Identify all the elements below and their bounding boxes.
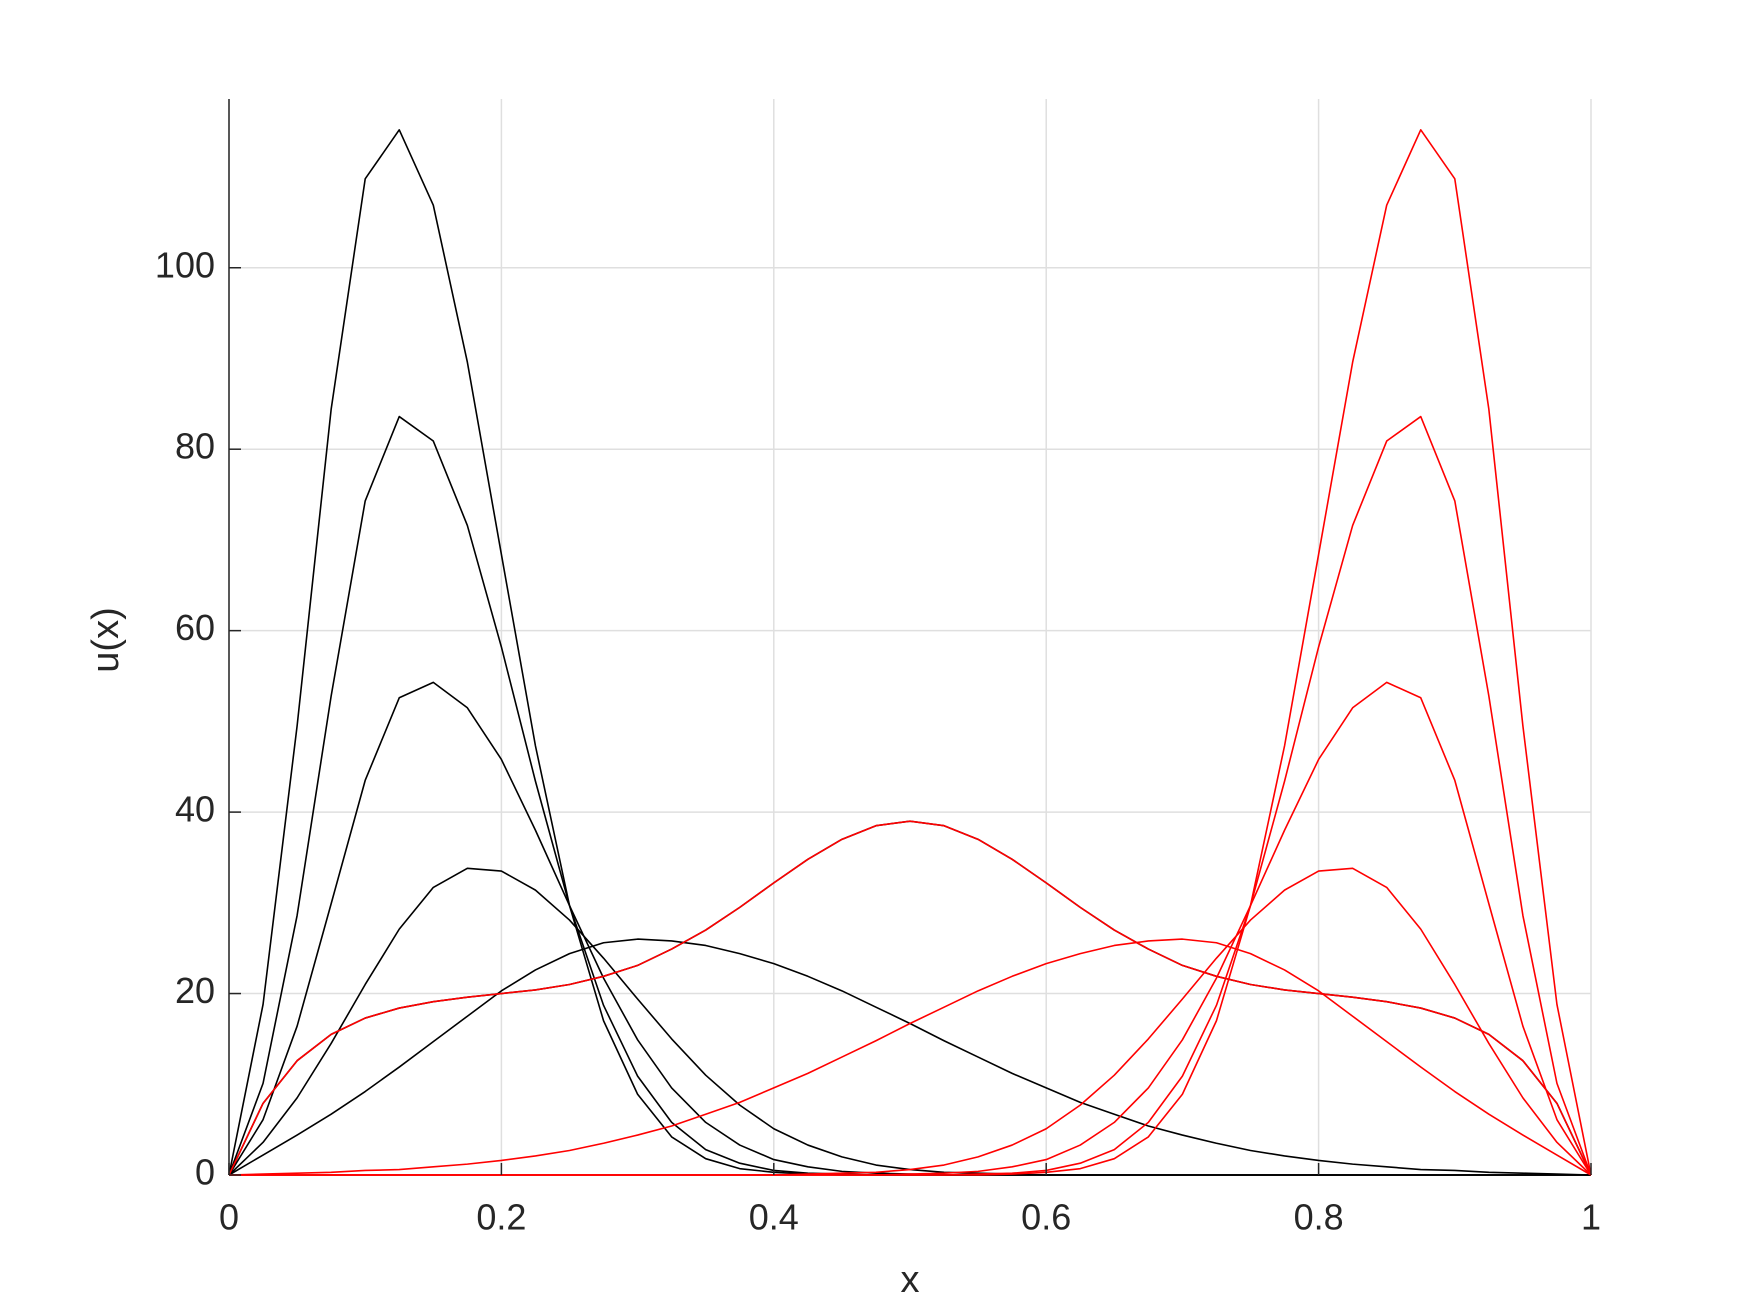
axes: 0 0.2 0.4 0.6 0.8 1 0 20 40 60 80 100 — [155, 99, 1601, 1238]
line-series — [229, 415, 1592, 1176]
plot-area — [228, 129, 1592, 1176]
x-axis-label: x — [901, 1259, 920, 1301]
line-series — [228, 938, 1592, 1176]
grid — [228, 99, 1592, 1176]
y-tick-label: 80 — [175, 426, 215, 467]
line-series — [228, 820, 1592, 1176]
y-tick-label: 0 — [195, 1152, 215, 1193]
line-series — [229, 129, 1592, 1176]
x-tick-label: 0.4 — [749, 1197, 799, 1238]
x-tick-label: 0.6 — [1021, 1197, 1071, 1238]
line-series — [228, 129, 1591, 1176]
y-axis-label: u(x) — [85, 607, 127, 672]
x-tick-label: 1 — [1581, 1197, 1601, 1238]
line-series — [229, 681, 1592, 1176]
y-tick-label: 20 — [175, 970, 215, 1011]
y-tick-label: 40 — [175, 789, 215, 830]
line-series — [228, 681, 1591, 1176]
line-series — [228, 867, 1591, 1176]
line-series — [228, 938, 1592, 1176]
x-tick-label: 0.8 — [1294, 1197, 1344, 1238]
line-series — [228, 415, 1591, 1176]
y-tick-label: 100 — [155, 244, 215, 285]
y-tick-label: 60 — [175, 607, 215, 648]
x-tick-label: 0 — [219, 1197, 239, 1238]
line-series — [228, 820, 1592, 1176]
line-series — [229, 867, 1592, 1176]
x-tick-label: 0.2 — [476, 1197, 526, 1238]
